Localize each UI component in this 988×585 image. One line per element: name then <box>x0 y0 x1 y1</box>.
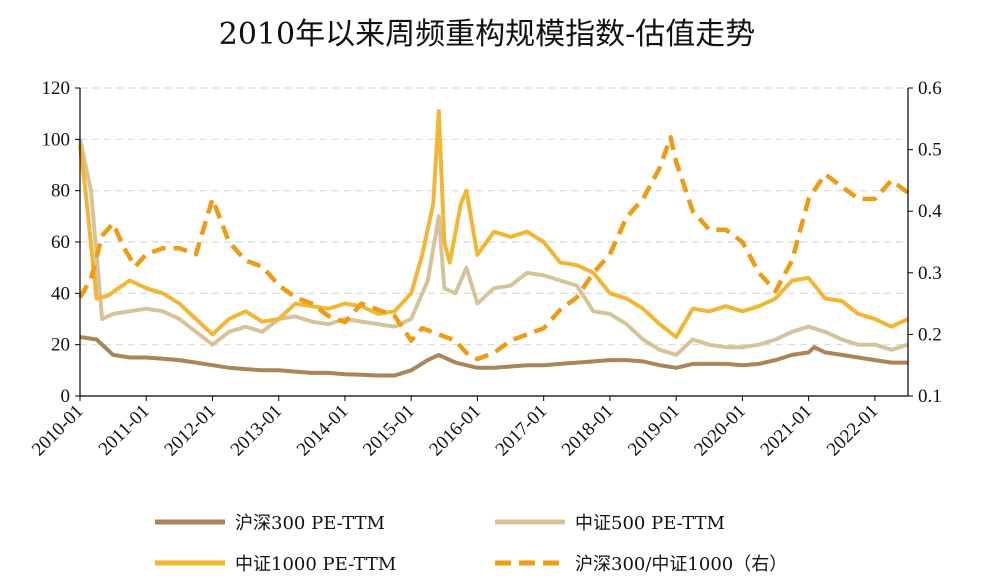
x-tick-label: 2013-01 <box>227 401 287 461</box>
left-y-tick-label: 100 <box>42 129 71 150</box>
x-tick-label: 2019-01 <box>624 401 684 461</box>
zz1000-line <box>78 109 909 339</box>
right-y-tick-label: 0.4 <box>918 201 942 222</box>
hs300-line <box>79 335 908 378</box>
right-y-tick-label: 0.2 <box>918 324 942 345</box>
x-tick-label: 2020-01 <box>690 401 750 461</box>
x-tick-label: 2022-01 <box>823 401 883 461</box>
right-y-tick-label: 0.3 <box>918 263 942 284</box>
x-tick-label: 2010-01 <box>28 401 88 461</box>
left-y-tick-label: 80 <box>51 181 70 202</box>
left-y-tick-label: 60 <box>51 232 70 253</box>
x-tick-label: 2018-01 <box>558 401 618 461</box>
x-tick-label: 2011-01 <box>95 401 154 460</box>
x-tick-label: 2014-01 <box>293 401 353 461</box>
series-lines <box>78 109 910 378</box>
legend-label-ratio-line: 沪深300/中证1000（右） <box>575 554 787 575</box>
zz500-line <box>78 138 909 357</box>
grid-lines <box>80 87 908 346</box>
x-tick-label: 2012-01 <box>160 401 220 461</box>
x-tick-label: 2017-01 <box>492 401 552 461</box>
legend: 沪深300 PE-TTM 中证500 PE-TTM 中证1000 PE-TTM 沪深3… <box>155 513 787 575</box>
left-y-tick-label: 40 <box>51 283 70 304</box>
right-y-tick-label: 0.1 <box>918 386 942 407</box>
left-y-tick-label: 0 <box>61 386 71 407</box>
chart-title: 2010年以来周频重构规模指数-估值走势 <box>219 17 755 52</box>
x-tick-label: 2021-01 <box>757 401 817 461</box>
ratio-line <box>78 135 910 362</box>
legend-label-zz500-line: 中证500 PE-TTM <box>575 513 725 534</box>
legend-label-hs300-line: 沪深300 PE-TTM <box>235 513 385 534</box>
x-tick-label: 2016-01 <box>425 401 485 461</box>
left-y-tick-label: 20 <box>51 335 70 356</box>
legend-label-zz1000-line: 中证1000 PE-TTM <box>235 554 396 575</box>
x-tick-label: 2015-01 <box>359 401 419 461</box>
right-y-tick-label: 0.6 <box>918 78 942 99</box>
left-y-tick-label: 120 <box>42 78 71 99</box>
axes: 0 20 40 60 80 100 120 0.1 0.2 0.3 0.4 0.5 0.6 2010-01… <box>28 78 942 460</box>
right-y-tick-label: 0.5 <box>918 140 942 161</box>
